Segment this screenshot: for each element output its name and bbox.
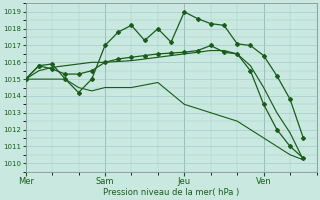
X-axis label: Pression niveau de la mer( hPa ): Pression niveau de la mer( hPa ) bbox=[103, 188, 239, 197]
